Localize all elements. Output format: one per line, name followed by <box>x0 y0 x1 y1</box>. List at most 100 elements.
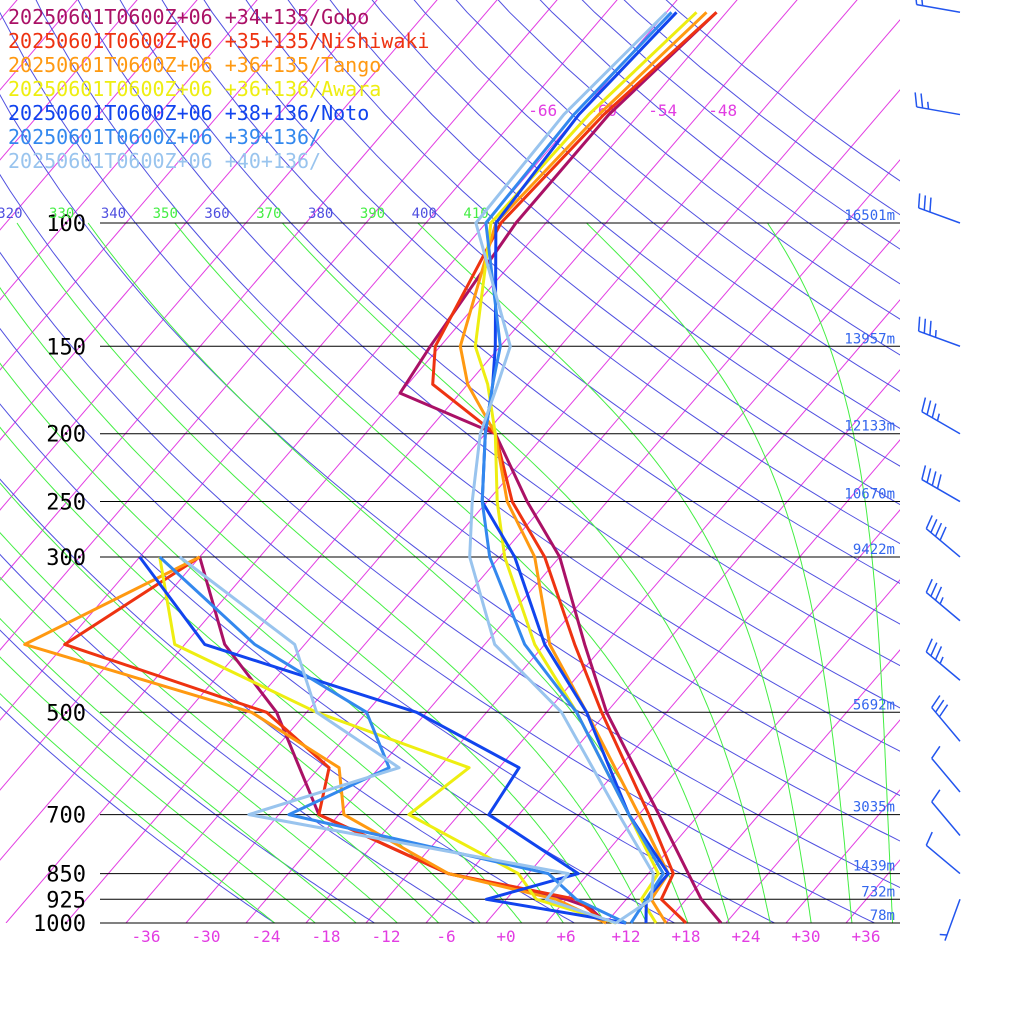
upper-isotherm-label: -66 <box>528 101 557 120</box>
wind-barb-staff <box>925 528 961 558</box>
pressure-tick-label: 700 <box>46 804 86 829</box>
temperature-tick-label: -24 <box>252 927 281 946</box>
height-labels: 16501m 13957m 12133m 10670m 9422m 5692m 3035m 1… <box>844 208 895 924</box>
wind-barb-staff <box>944 899 961 941</box>
moist-adiabat-line <box>0 362 565 923</box>
theta-label: 360 <box>204 206 229 222</box>
isotherm-line <box>305 229 900 923</box>
pressure-tick-label: 200 <box>46 423 86 448</box>
wind-barb-staff <box>918 207 961 224</box>
legend-entry: 20250601T0600Z+06 +40+136/ <box>8 149 322 173</box>
wind-barb <box>931 695 961 742</box>
theta-labels: 320 330 340 350 360 370 380 390 400 410 <box>0 206 489 222</box>
wind-barb-staff <box>931 757 961 793</box>
dewpoint-line <box>138 556 627 925</box>
wind-barb-staff <box>916 3 961 14</box>
moist-adiabat-line <box>16 222 648 923</box>
wind-barb-feather <box>938 704 949 718</box>
dry-adiabat-line <box>0 327 776 923</box>
wind-barb <box>917 316 961 347</box>
wind-barb-feather <box>934 699 945 713</box>
pressure-tick-label: 150 <box>46 335 86 360</box>
wind-barb-feather <box>923 195 927 211</box>
temperature-axis: -36 -30 -24 -18 -12 -6 +0 +6 +12 +18 +24 +30 +36 -66 -… <box>132 101 881 946</box>
wind-barb-feather <box>934 522 943 537</box>
moist-adiabat-line <box>0 426 523 923</box>
wind-barb <box>931 789 961 837</box>
wind-barbs <box>914 0 961 941</box>
temperature-tick-label: +30 <box>792 927 821 946</box>
wind-barb-feather <box>929 197 932 213</box>
height-label: 10670m <box>844 487 895 503</box>
wind-barb <box>925 831 961 875</box>
series-6 <box>178 11 668 925</box>
moist-adiabat-line <box>417 222 812 923</box>
legend-entry: 20250601T0600Z+06 +39+136/ <box>8 125 322 149</box>
moist-adiabat-line <box>0 531 440 923</box>
legend-entry: 20250601T0600Z+06 +38+136/Noto <box>8 101 370 125</box>
moist-adiabat-line <box>586 222 853 923</box>
wind-barb-half-feather <box>939 933 948 936</box>
wind-barb <box>921 397 961 435</box>
temperature-line <box>480 11 673 924</box>
wind-barb-staff <box>916 106 961 116</box>
pressure-tick-label: 250 <box>46 491 86 516</box>
dry-adiabat-line <box>35 0 900 752</box>
wind-barb-half-feather <box>939 656 944 664</box>
wind-barb-feather <box>921 397 927 412</box>
temperature-line <box>468 11 668 925</box>
moist-adiabat-line <box>0 656 317 923</box>
wind-barb-feather <box>925 515 933 530</box>
theta-label: 410 <box>463 206 488 222</box>
theta-label: 380 <box>308 206 333 222</box>
theta-label: 350 <box>153 206 178 222</box>
legend-entry: 20250601T0600Z+06 +35+135/Nishiwaki <box>8 29 430 53</box>
dry-adiabat-line <box>0 403 676 923</box>
isotherm-line <box>605 579 900 923</box>
dry-adiabat-line <box>581 0 900 250</box>
wind-barb-feather <box>920 93 924 109</box>
dry-adiabat-line <box>0 553 476 923</box>
dewpoint-line <box>158 555 627 925</box>
pressure-tick-label: 925 <box>46 888 86 913</box>
wind-barb-feather <box>917 193 921 209</box>
theta-label: 390 <box>360 206 385 222</box>
temperature-tick-label: +24 <box>732 927 761 946</box>
isotherm-line <box>0 0 198 231</box>
wind-barb-half-feather <box>926 101 930 110</box>
height-label: 3035m <box>853 800 895 816</box>
moist-adiabat-line <box>0 287 606 923</box>
pressure-tick-label: 850 <box>46 863 86 888</box>
moist-adiabats <box>0 222 894 923</box>
wind-barb-half-feather <box>934 330 937 338</box>
wind-barb-feather <box>934 586 943 601</box>
wind-barb <box>914 92 961 116</box>
wind-barb-feather <box>914 92 918 108</box>
dry-adiabat-line <box>0 11 900 797</box>
moist-adiabat-line <box>282 222 771 923</box>
dry-adiabat-line <box>0 93 900 842</box>
isotherm-line <box>425 369 900 923</box>
wind-barb-feather <box>934 646 943 660</box>
moist-adiabat-line <box>87 222 689 923</box>
wind-barb <box>939 899 961 941</box>
dry-adiabat-line <box>203 0 900 585</box>
wind-barb-half-feather <box>939 597 944 605</box>
wind-barb-half-feather <box>921 0 924 6</box>
temperature-tick-label: -12 <box>372 927 401 946</box>
wind-barb-feather <box>936 474 942 489</box>
temperature-line <box>398 11 723 924</box>
wind-barb-feather <box>925 831 933 846</box>
sounding-profiles <box>23 11 723 925</box>
height-label: 16501m <box>844 208 895 224</box>
temperature-tick-label: +12 <box>612 927 641 946</box>
wind-barb-staff <box>931 801 961 837</box>
wind-barb-feather <box>917 316 921 332</box>
temperature-tick-label: -6 <box>436 927 455 946</box>
isotherm-line <box>485 439 900 923</box>
height-label: 78m <box>870 908 895 924</box>
wind-barb <box>917 193 961 224</box>
wind-barb-feather <box>930 582 938 597</box>
wind-barb-staff <box>921 478 961 503</box>
